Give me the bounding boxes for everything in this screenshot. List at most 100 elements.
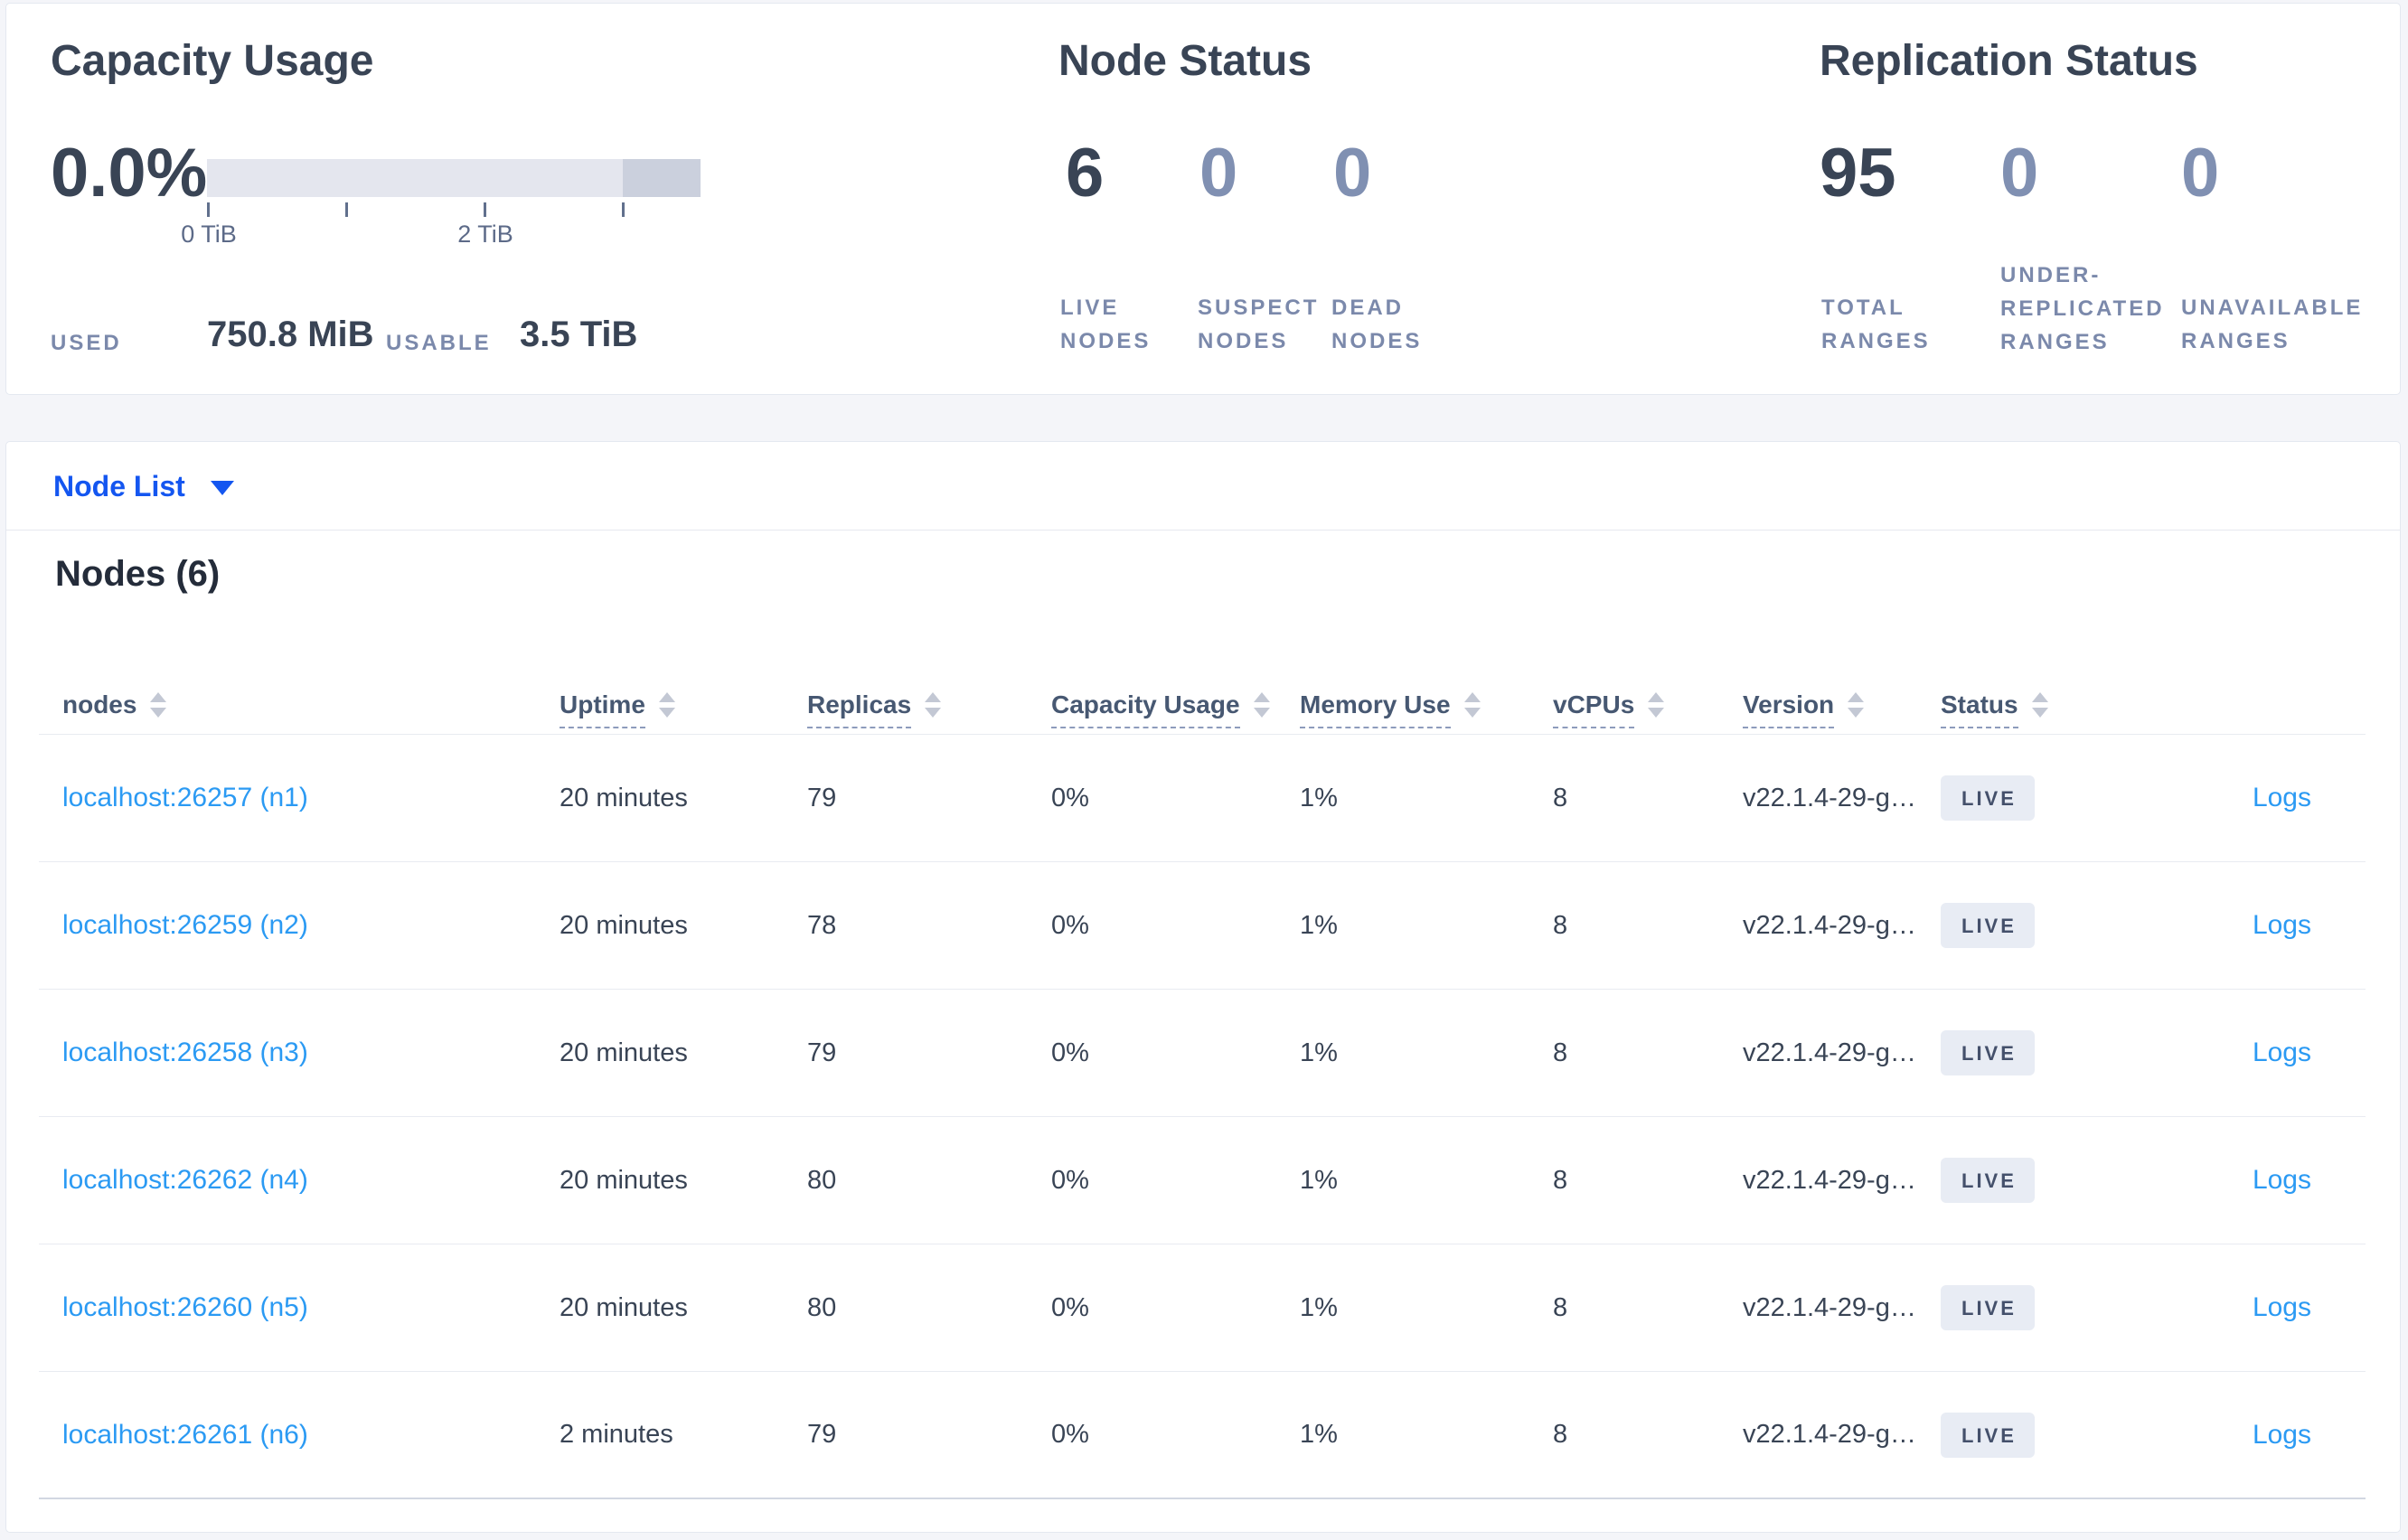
node-address-link[interactable]: localhost:26262 (n4): [62, 1165, 308, 1195]
table-row: localhost:26259 (n2) 20 minutes 78 0% 1%…: [39, 862, 2366, 990]
capacity-axis-tick: [207, 202, 210, 217]
vcpus-cell: 8: [1553, 910, 1568, 940]
logs-link[interactable]: Logs: [2252, 783, 2311, 812]
node-address-link[interactable]: localhost:26257 (n1): [62, 783, 308, 812]
table-row: localhost:26258 (n3) 20 minutes 79 0% 1%…: [39, 990, 2366, 1117]
sort-up-arrow-icon: [1463, 692, 1481, 702]
column-header-vcpus[interactable]: vCPUs: [1553, 690, 1743, 734]
sort-up-arrow-icon: [1648, 692, 1665, 702]
replicas-cell: 79: [807, 1420, 837, 1449]
divider: [6, 530, 2400, 531]
sort-up-arrow-icon: [658, 692, 675, 702]
sort-icon: [1648, 692, 1665, 734]
status-badge: LIVE: [1941, 903, 2035, 948]
replicas-cell: 80: [807, 1292, 837, 1322]
view-selector-dropdown[interactable]: Node List: [53, 464, 234, 509]
node-address-link[interactable]: localhost:26261 (n6): [62, 1419, 308, 1450]
capacity-axis-label-2: 2 TiB: [457, 221, 513, 248]
memory-use-cell: 1%: [1300, 1420, 1338, 1449]
capacity-usage-cell: 0%: [1051, 1165, 1089, 1195]
unavailable-ranges-count: 0: [2181, 135, 2220, 211]
version-cell: v22.1.4-29-g…: [1743, 783, 1916, 812]
replicas-cell: 78: [807, 910, 837, 940]
capacity-usage-cell: 0%: [1051, 1038, 1089, 1067]
logs-link[interactable]: Logs: [2252, 1165, 2311, 1195]
replication-status-title: Replication Status: [1820, 37, 2198, 85]
vcpus-cell: 8: [1553, 1420, 1568, 1449]
total-ranges-label: TOTAL RANGES: [1821, 296, 1931, 353]
node-address-link[interactable]: localhost:26260 (n5): [62, 1292, 308, 1322]
memory-use-cell: 1%: [1300, 1165, 1338, 1195]
view-selector-label: Node List: [53, 469, 185, 502]
logs-link[interactable]: Logs: [2252, 1038, 2311, 1067]
capacity-axis-tick: [484, 202, 486, 217]
sort-down-arrow-icon: [925, 708, 942, 718]
capacity-usage-cell: 0%: [1051, 1420, 1089, 1449]
sort-icon: [925, 692, 942, 734]
nodes-heading: Nodes (6): [55, 554, 221, 594]
column-header-replicas[interactable]: Replicas: [807, 690, 1051, 734]
cluster-summary-panel: Capacity Usage 0.0% 0 TiB 2 TiB USED 750…: [5, 3, 2401, 395]
table-row: localhost:26261 (n6) 2 minutes 79 0% 1% …: [39, 1372, 2366, 1499]
sort-up-arrow-icon: [1848, 692, 1865, 702]
node-list-panel: Node List Nodes (6) nodes Uptime Replica…: [5, 441, 2401, 1533]
nodes-table-header-row: nodes Uptime Replicas Capacity Usage Mem…: [39, 659, 2366, 735]
sort-icon: [2031, 692, 2048, 734]
node-address-link[interactable]: localhost:26259 (n2): [62, 910, 308, 940]
nodes-table-body: localhost:26257 (n1) 20 minutes 79 0% 1%…: [39, 735, 2366, 1499]
status-badge: LIVE: [1941, 1030, 2035, 1075]
version-cell: v22.1.4-29-g…: [1743, 910, 1916, 940]
capacity-usage-title: Capacity Usage: [51, 37, 374, 85]
column-header-version[interactable]: Version: [1743, 690, 1941, 734]
column-header-status[interactable]: Status: [1941, 690, 2158, 734]
sort-up-arrow-icon: [150, 692, 167, 702]
uptime-cell: 20 minutes: [560, 1038, 688, 1067]
logs-link[interactable]: Logs: [2252, 1292, 2311, 1322]
column-header-capacity[interactable]: Capacity Usage: [1051, 690, 1300, 734]
uptime-cell: 20 minutes: [560, 783, 688, 812]
capacity-bar-reserved-segment: [623, 159, 701, 197]
suspect-nodes-count: 0: [1199, 135, 1238, 211]
capacity-axis-tick: [345, 202, 348, 217]
sort-icon: [150, 692, 167, 734]
memory-use-cell: 1%: [1300, 783, 1338, 812]
version-cell: v22.1.4-29-g…: [1743, 1420, 1916, 1449]
usable-value: 3.5 TiB: [520, 315, 638, 354]
uptime-cell: 20 minutes: [560, 910, 688, 940]
logs-link[interactable]: Logs: [2252, 910, 2311, 940]
sort-icon: [1463, 692, 1481, 734]
logs-link[interactable]: Logs: [2252, 1419, 2311, 1450]
column-header-uptime[interactable]: Uptime: [560, 690, 807, 734]
usable-label: USABLE: [386, 331, 492, 355]
sort-icon: [1253, 692, 1270, 734]
used-value: 750.8 MiB: [207, 315, 374, 354]
uptime-cell: 2 minutes: [560, 1420, 673, 1449]
memory-use-cell: 1%: [1300, 910, 1338, 940]
status-badge: LIVE: [1941, 1285, 2035, 1330]
live-nodes-label: LIVE NODES: [1060, 296, 1152, 353]
version-cell: v22.1.4-29-g…: [1743, 1292, 1916, 1322]
sort-down-arrow-icon: [1463, 708, 1481, 718]
used-label: USED: [51, 331, 122, 355]
dead-nodes-count: 0: [1333, 135, 1372, 211]
vcpus-cell: 8: [1553, 1038, 1568, 1067]
capacity-usage-cell: 0%: [1051, 783, 1089, 812]
sort-down-arrow-icon: [1848, 708, 1865, 718]
under-replicated-ranges-label: UNDER-REPLICATED RANGES: [2000, 263, 2165, 354]
sort-up-arrow-icon: [2031, 692, 2048, 702]
sort-up-arrow-icon: [1253, 692, 1270, 702]
sort-icon: [658, 692, 675, 734]
capacity-usage-bar: [207, 159, 701, 197]
column-header-memory[interactable]: Memory Use: [1300, 690, 1553, 734]
live-nodes-count: 6: [1066, 135, 1105, 211]
column-header-node[interactable]: nodes: [62, 690, 560, 734]
uptime-cell: 20 minutes: [560, 1292, 688, 1322]
capacity-axis-label-0: 0 TiB: [181, 221, 237, 248]
sort-down-arrow-icon: [1253, 708, 1270, 718]
capacity-axis-tick: [622, 202, 625, 217]
sort-down-arrow-icon: [1648, 708, 1665, 718]
version-cell: v22.1.4-29-g…: [1743, 1165, 1916, 1195]
node-address-link[interactable]: localhost:26258 (n3): [62, 1038, 308, 1067]
vcpus-cell: 8: [1553, 783, 1568, 812]
replicas-cell: 79: [807, 783, 837, 812]
